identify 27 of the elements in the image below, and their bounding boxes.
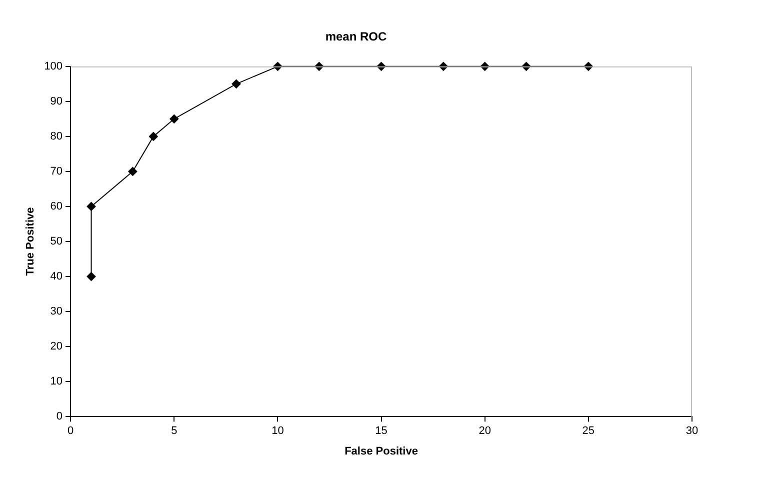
x-tick-label: 30 — [686, 425, 698, 438]
y-tick-label: 40 — [50, 270, 63, 283]
x-tick-label: 10 — [272, 425, 284, 438]
point — [86, 202, 96, 211]
y-axis-title: True Positive — [24, 207, 37, 276]
point — [170, 114, 179, 124]
x-tick-label: 20 — [478, 425, 491, 438]
y-tick-label: 70 — [50, 165, 63, 178]
y-tick-label: 100 — [44, 60, 63, 72]
point — [232, 79, 241, 88]
y-tick-label: 50 — [50, 236, 63, 248]
y-tick-label: 10 — [50, 376, 63, 388]
point — [148, 132, 158, 141]
x-tick-label: 5 — [171, 425, 178, 438]
x-axis-title: False Positive — [344, 445, 418, 458]
x-tick-label: 15 — [375, 425, 388, 438]
y-tick-label: 0 — [56, 410, 63, 423]
y-tick-label: 80 — [50, 130, 63, 142]
x-tick-label: 0 — [67, 425, 74, 438]
point — [86, 272, 96, 282]
y-tick-label: 20 — [50, 340, 63, 353]
y-tick-label: 60 — [50, 200, 63, 213]
x-tick-label: 25 — [582, 425, 595, 438]
y-tick-label: 30 — [50, 306, 63, 318]
chart-title: mean ROC — [325, 30, 387, 44]
point — [128, 166, 138, 176]
y-tick-label: 90 — [50, 95, 63, 108]
